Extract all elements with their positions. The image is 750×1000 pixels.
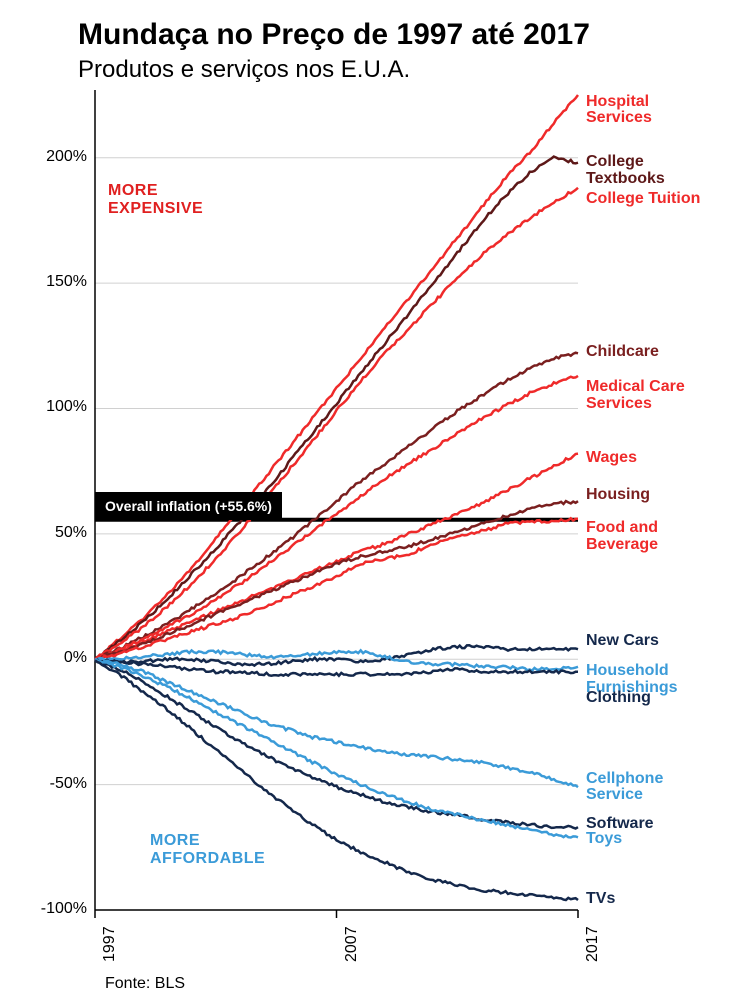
y-tick-label: 150% [46,273,87,291]
series-label-wages: Wages [586,450,637,467]
y-tick-label: -100% [41,900,87,918]
annotation-more-expensive: MOREEXPENSIVE [108,182,203,218]
series-label-housing: Housing [586,487,650,504]
series-housing [95,501,578,660]
series-wages [95,454,578,660]
series-clothing [95,660,578,676]
series-tuition [95,188,578,661]
y-tick-label: 50% [55,524,87,542]
series-label-newcars: New Cars [586,633,659,650]
y-tick-label: 200% [46,148,87,166]
chart-subtitle: Produtos e serviços nos E.U.A. [78,56,410,84]
series-label-childcare: Childcare [586,344,659,361]
annotation-more-affordable: MOREAFFORDABLE [150,832,265,868]
inflation-label: Overall inflation (+55.6%) [95,492,282,520]
y-tick-label: -50% [50,775,87,793]
series-label-textbooks: CollegeTextbooks [586,154,665,188]
x-tick-label: 2017 [584,926,602,962]
series-textbooks [95,157,578,658]
series-food [95,518,578,660]
series-toys [95,659,578,838]
series-label-tuition: College Tuition [586,191,700,208]
series-cellphone [95,660,578,787]
series-label-cellphone: CellphoneService [586,771,663,805]
series-label-tvs: TVs [586,891,615,908]
y-tick-label: 100% [46,398,87,416]
series-label-medical: Medical CareServices [586,379,685,413]
chart-source: Fonte: BLS [105,975,185,993]
series-newcars [95,645,578,665]
series-label-hospital: HospitalServices [586,94,652,128]
chart-title: Mundaça no Preço de 1997 até 2017 [78,18,590,52]
series-label-toys: Toys [586,831,622,848]
series-label-food: Food andBeverage [586,520,658,554]
series-label-clothing: Clothing [586,690,651,707]
x-tick-label: 2007 [343,926,361,962]
y-tick-label: 0% [64,649,87,667]
x-tick-label: 1997 [101,926,119,962]
